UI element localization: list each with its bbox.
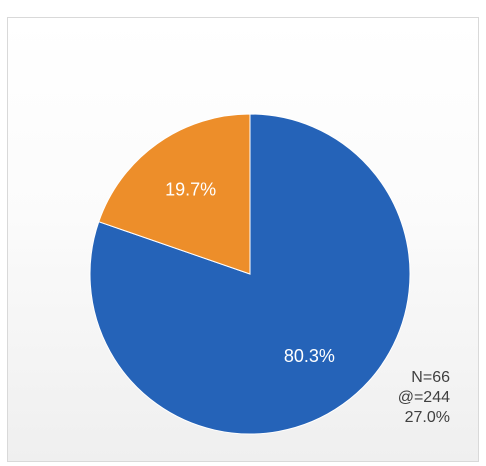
chart-panel: 80.3% 19.7% N=66 @=244 27.0%	[7, 17, 479, 462]
pie-slice-1	[98, 113, 251, 275]
slice-label-1: 19.7%	[165, 179, 216, 199]
stats-annotation: N=66 @=244 27.0%	[398, 368, 450, 428]
percent-text: 27.0%	[404, 409, 450, 426]
sample-size-text: N=66	[411, 369, 450, 386]
count-text: @=244	[397, 389, 450, 406]
pie-chart: 80.3% 19.7%	[89, 113, 411, 435]
slice-label-0: 80.3%	[284, 346, 335, 366]
